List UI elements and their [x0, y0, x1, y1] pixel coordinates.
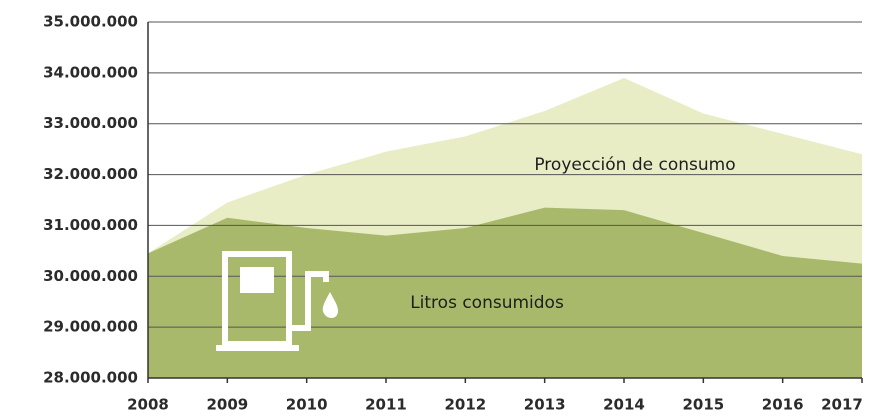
fuel-drop [322, 292, 338, 319]
x-tick-label: 2013 [524, 396, 566, 414]
x-tick-label: 2011 [365, 396, 407, 414]
y-tick-label: 32.000.000 [43, 165, 138, 183]
pump-hose [289, 271, 329, 331]
x-tick-label: 2012 [444, 396, 486, 414]
fuel-pump-icon [216, 251, 338, 351]
y-tick-label: 28.000.000 [43, 369, 138, 387]
y-tick-label: 34.000.000 [43, 63, 138, 81]
x-tick-label: 2008 [127, 396, 169, 414]
pump-body [222, 251, 292, 347]
x-tick-label: 2017 [821, 396, 863, 414]
series-label: Proyección de consumo [534, 155, 735, 175]
series-label: Litros consumidos [410, 293, 564, 313]
y-tick-label: 33.000.000 [43, 114, 138, 132]
y-tick-label: 30.000.000 [43, 267, 138, 285]
y-tick-label: 31.000.000 [43, 216, 138, 234]
x-tick-label: 2010 [286, 396, 328, 414]
area [148, 207, 862, 378]
x-tick-label: 2009 [206, 396, 248, 414]
x-tick-label: 2015 [682, 396, 724, 414]
x-tick-label: 2016 [762, 396, 804, 414]
areas [148, 77, 862, 378]
pump-screen [240, 267, 274, 293]
y-tick-label: 35.000.000 [43, 13, 138, 31]
y-tick-label: 29.000.000 [43, 318, 138, 336]
x-tick-label: 2014 [603, 396, 645, 414]
labels: 28.000.000 29.000.000 30.000.000 31.000.000… [43, 13, 863, 414]
